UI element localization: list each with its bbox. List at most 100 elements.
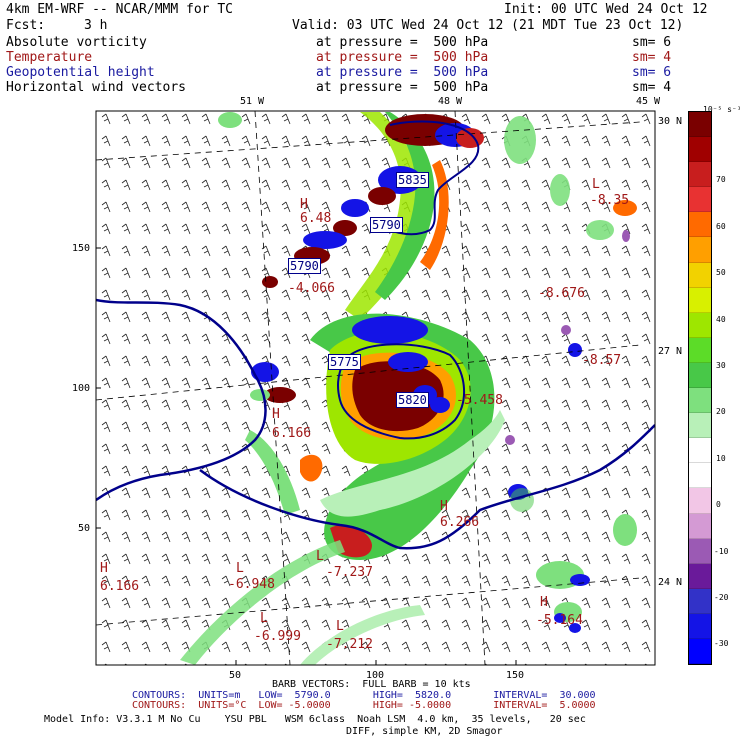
- coastline-west: [96, 298, 267, 502]
- lat-label-27n: 27 N: [658, 346, 683, 357]
- colorbar-segment: [689, 563, 711, 589]
- temp-extremum-value: -6.999: [254, 629, 301, 644]
- colorbar-tick: 30: [716, 361, 726, 370]
- valid-time: Valid: 03 UTC Wed 24 Oct 12 (21 MDT Tue …: [292, 18, 684, 33]
- colorbar-tick: 70: [716, 175, 726, 184]
- forecast-label: Fcst:: [6, 18, 46, 33]
- colorbar-tick: 0: [716, 500, 721, 509]
- temp-extremum-value: 6.48: [300, 211, 332, 226]
- x-tick-150: 150: [506, 670, 525, 681]
- field-level-wind: at pressure = 500 hPa: [316, 80, 489, 95]
- colorbar-tick: -20: [714, 593, 729, 602]
- colorbar-units: 10⁻⁵ s⁻¹: [703, 105, 740, 114]
- field-sm-temperature: sm= 4: [632, 50, 672, 65]
- colorbar-segment: [689, 112, 711, 138]
- temp-extremum-value: -7.237: [326, 565, 373, 580]
- lat-label-24n: 24 N: [658, 577, 683, 588]
- height-contours: [336, 120, 480, 440]
- lon-label-48w: 48 W: [438, 96, 463, 107]
- field-name-height: Geopotential height: [6, 65, 155, 80]
- lon-label-45w: 45 W: [636, 96, 661, 107]
- colorbar-tick: 40: [716, 315, 726, 324]
- colorbar-tick: -30: [714, 639, 729, 648]
- init-time: Init: 00 UTC Wed 24 Oct 12: [504, 2, 708, 17]
- model-title: 4km EM-WRF -- NCAR/MMM for TC: [6, 2, 233, 17]
- temp-extremum-value: 6.166: [272, 426, 312, 441]
- colorbar-segment: [689, 162, 711, 188]
- temp-extremum-value: -8.676: [538, 286, 585, 301]
- coastline-south: [199, 424, 655, 550]
- contours-temperature: CONTOURS: UNITS=°C LOW= -5.0000 HIGH= -5…: [132, 700, 596, 711]
- temp-extremum-value: -5.164: [536, 613, 583, 628]
- colorbar-tick: 60: [716, 222, 726, 231]
- colorbar-segment: [689, 413, 711, 439]
- temp-extremum-value: -8.35: [590, 193, 630, 208]
- colorbar-tick: -10: [714, 547, 729, 556]
- forecast-hour: 3 h: [84, 18, 108, 33]
- graticule: [96, 111, 655, 665]
- model-info: Model Info: V3.3.1 M No Cu YSU PBL WSM 6…: [44, 714, 586, 725]
- field-sm-vorticity: sm= 6: [632, 35, 672, 50]
- temp-extremum-value: 6.166: [100, 579, 140, 594]
- field-name-temperature: Temperature: [6, 50, 93, 65]
- colorbar-segment: [689, 137, 711, 163]
- x-tick-50: 50: [229, 670, 242, 681]
- temp-extremum-value: -8.57: [582, 353, 622, 368]
- temp-extremum-kind: H: [100, 561, 108, 576]
- y-tick-100: 100: [72, 383, 91, 394]
- lon-label-51w: 51 W: [240, 96, 265, 107]
- colorbar-segment: [689, 438, 711, 464]
- field-sm-height: sm= 6: [632, 65, 672, 80]
- colorbar-segment: [689, 362, 711, 389]
- height-label: 5775: [328, 354, 361, 370]
- field-level-vorticity: at pressure = 500 hPa: [316, 35, 489, 50]
- temp-extremum-value: -5.458: [456, 393, 503, 408]
- temp-extremum-kind: L: [260, 611, 268, 626]
- colorbar-segment: [689, 513, 711, 539]
- colorbar-segment: [689, 588, 711, 614]
- vorticity-shading: [180, 112, 637, 665]
- colorbar-segment: [689, 287, 711, 313]
- contours-height: CONTOURS: UNITS=m LOW= 5790.0 HIGH= 5820…: [132, 690, 596, 701]
- y-tick-150: 150: [72, 243, 91, 254]
- colorbar-segment: [689, 388, 711, 414]
- field-level-height: at pressure = 500 hPa: [316, 65, 489, 80]
- temp-extremum-value: 6.266: [440, 515, 480, 530]
- field-sm-wind: sm= 4: [632, 80, 672, 95]
- colorbar-tick: 20: [716, 407, 726, 416]
- temp-extremum-kind: L: [316, 549, 324, 564]
- barb-legend: BARB VECTORS: FULL BARB = 10 kts: [272, 679, 471, 690]
- y-tick-50: 50: [78, 523, 91, 534]
- colorbar-segment: [689, 337, 711, 363]
- temp-extremum-value: -6.948: [228, 577, 275, 592]
- colorbar-segment: [689, 463, 711, 489]
- field-name-vorticity: Absolute vorticity: [6, 35, 147, 50]
- colorbar-segment: [689, 312, 711, 338]
- colorbar-tick: 50: [716, 268, 726, 277]
- colorbar-segment: [689, 187, 711, 213]
- colorbar-segment: [689, 488, 711, 514]
- temp-extremum-kind: H: [272, 407, 280, 422]
- temp-extremum-value: -4.066: [288, 281, 335, 296]
- temp-extremum-kind: H: [300, 197, 308, 212]
- field-name-wind: Horizontal wind vectors: [6, 80, 187, 95]
- height-label: 5790: [370, 217, 403, 233]
- temp-extremum-kind: L: [236, 561, 244, 576]
- colorbar-segment: [689, 237, 711, 263]
- colorbar-segment: [689, 613, 711, 639]
- temp-extremum-value: -7.212: [326, 637, 373, 652]
- x-tick-100: 100: [366, 670, 385, 681]
- lat-label-30n: 30 N: [658, 116, 683, 127]
- field-level-temperature: at pressure = 500 hPa: [316, 50, 489, 65]
- colorbar-segment: [689, 212, 711, 238]
- colorbar-segment: [689, 638, 711, 665]
- temp-extremum-kind: H: [440, 499, 448, 514]
- temp-extremum-kind: L: [592, 177, 600, 192]
- height-label: 5790: [288, 258, 321, 274]
- colorbar: [688, 111, 712, 665]
- map-contents: [96, 111, 655, 665]
- colorbar-segment: [689, 262, 711, 288]
- colorbar-segment: [689, 538, 711, 564]
- height-label: 5820: [396, 392, 429, 408]
